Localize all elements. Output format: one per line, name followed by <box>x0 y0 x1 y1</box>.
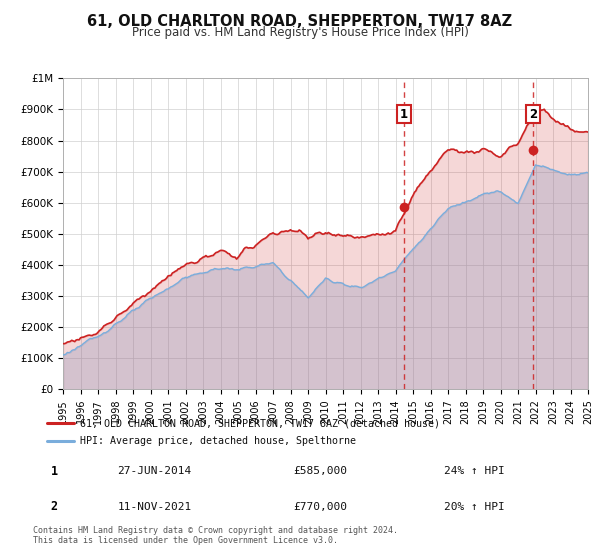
Text: 1: 1 <box>400 108 408 120</box>
Text: 2: 2 <box>529 108 537 120</box>
Text: HPI: Average price, detached house, Spelthorne: HPI: Average price, detached house, Spel… <box>80 436 356 446</box>
Text: Price paid vs. HM Land Registry's House Price Index (HPI): Price paid vs. HM Land Registry's House … <box>131 26 469 39</box>
Text: 1: 1 <box>50 465 58 478</box>
Text: £585,000: £585,000 <box>293 466 347 476</box>
Text: 20% ↑ HPI: 20% ↑ HPI <box>444 502 505 511</box>
Text: 24% ↑ HPI: 24% ↑ HPI <box>444 466 505 476</box>
Text: 61, OLD CHARLTON ROAD, SHEPPERTON, TW17 8AZ: 61, OLD CHARLTON ROAD, SHEPPERTON, TW17 … <box>88 14 512 29</box>
Text: Contains HM Land Registry data © Crown copyright and database right 2024.
This d: Contains HM Land Registry data © Crown c… <box>33 526 398 545</box>
Text: 2: 2 <box>50 500 58 513</box>
Text: 61, OLD CHARLTON ROAD, SHEPPERTON, TW17 8AZ (detached house): 61, OLD CHARLTON ROAD, SHEPPERTON, TW17 … <box>80 418 440 428</box>
Text: 11-NOV-2021: 11-NOV-2021 <box>118 502 191 511</box>
Text: £770,000: £770,000 <box>293 502 347 511</box>
Text: 27-JUN-2014: 27-JUN-2014 <box>118 466 191 476</box>
